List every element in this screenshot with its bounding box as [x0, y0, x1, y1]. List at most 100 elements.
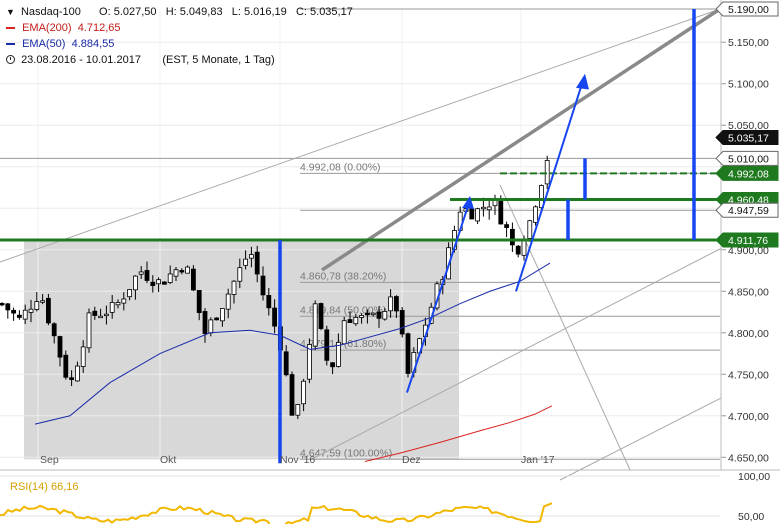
candle-body: [167, 273, 173, 284]
candle-body: [190, 268, 196, 291]
price-tag: [715, 150, 779, 166]
legend-ema50-row: EMA(50) 4.884,55: [6, 36, 353, 52]
clock-icon: [6, 55, 15, 64]
candle-body: [104, 313, 109, 317]
price-tag: [715, 130, 779, 146]
candle-body: [359, 315, 365, 318]
grid: 4.992,08 (0.00%)4.860,78 (38.20%)4.819,8…: [0, 8, 720, 462]
candle-body: [121, 298, 127, 304]
candle-body: [515, 245, 521, 255]
candle-body: [260, 275, 266, 296]
fan-line: [499, 184, 631, 471]
price-tag-label: 5.035,17: [728, 133, 769, 145]
candle-body: [11, 309, 17, 314]
candle-body: [40, 300, 45, 303]
candle-body: [219, 308, 225, 322]
ema200-line: [364, 405, 553, 462]
candle-body: [301, 380, 307, 405]
candle-body: [486, 206, 492, 211]
projection-arrows: [278, 9, 696, 464]
channel-upper-thin: [0, 8, 721, 263]
candle-body: [63, 354, 69, 378]
candle-body: [34, 301, 40, 310]
arrow-up-right: [515, 83, 583, 292]
x-tick-label: Sep: [40, 454, 59, 466]
candle-body: [498, 201, 504, 225]
x-tick-label: Jan '17: [521, 454, 555, 466]
candle-body: [335, 341, 341, 367]
price-tag-label: 4.911,76: [728, 235, 768, 247]
x-tick-label: Nov '16: [280, 454, 315, 466]
candle-body: [388, 296, 394, 312]
price-tag: [715, 202, 779, 218]
candle-body: [254, 251, 260, 275]
candle-body: [225, 293, 231, 310]
candle-body: [69, 377, 74, 380]
candle-body: [51, 323, 57, 337]
candle-body: [324, 329, 330, 361]
candle-body: [57, 336, 63, 358]
chevron-down-icon[interactable]: ▼: [6, 7, 15, 17]
y-tick-label: 4.750,00: [728, 369, 769, 381]
candle-body: [347, 319, 353, 323]
candle-body: [480, 206, 486, 210]
candle-body: [539, 185, 544, 209]
candle-body: [161, 281, 167, 285]
ema50-swatch-icon: [6, 43, 15, 46]
candle-body: [509, 228, 515, 246]
price-tag-label: 4.947,59: [728, 205, 769, 217]
candle-body: [266, 295, 272, 309]
arrowhead-right: [576, 73, 589, 90]
candle-body: [399, 310, 405, 335]
candle-body: [22, 309, 28, 320]
y-tick-label: 4.700,00: [728, 411, 769, 423]
candle-body: [544, 160, 550, 185]
candle-body: [492, 200, 498, 207]
rsi-label: RSI(14) 66,16: [10, 481, 78, 493]
candle-body: [80, 346, 86, 367]
candle-body: [272, 307, 278, 327]
candle-body: [109, 302, 115, 313]
price-tag-label: 5.190,00: [728, 4, 769, 16]
candle-body: [289, 374, 295, 416]
x-axis: Sep Okt Nov '16 Dez Jan '17: [40, 454, 555, 466]
candle-body: [295, 404, 301, 416]
candle-body: [46, 297, 51, 324]
candle-body: [28, 308, 34, 313]
candle-body: [370, 312, 376, 316]
candle-body: [156, 279, 162, 285]
candle-body: [405, 333, 411, 374]
ema50-line: [34, 262, 551, 425]
price-tag: [715, 232, 779, 248]
arrowhead-left: [462, 195, 474, 209]
fib-label: 4.860,78 (38.20%): [300, 270, 386, 282]
price-tag-label: 4.992,08: [728, 168, 769, 180]
candle-body: [75, 365, 80, 382]
candle-body: [179, 270, 185, 273]
y-tick-label: 4.800,00: [728, 328, 769, 340]
rsi-tick-label: 100,00: [738, 471, 770, 483]
chart-legend: ▼ Nasdaq-100 O: 5.027,50 H: 5.049,83 L: …: [6, 4, 353, 68]
candle-body: [364, 312, 370, 316]
rsi-tick-label: 50,00: [738, 511, 764, 523]
candle-body: [86, 312, 92, 349]
legend-period-row: 23.08.2016 - 10.01.2017 (EST, 5 Monate, …: [6, 52, 353, 68]
candle-body: [16, 314, 22, 318]
instrument-name: Nasdaq-100: [20, 6, 81, 18]
ema-lines: [34, 262, 553, 462]
candle-body: [0, 303, 5, 306]
candle-body: [382, 310, 388, 320]
candle-body: [231, 280, 237, 295]
arrow-up-left: [406, 199, 471, 393]
candle-body: [306, 344, 312, 380]
candle-body: [527, 220, 533, 239]
fib-label: 4.647,59 (100.00%): [300, 447, 392, 459]
candle-body: [98, 315, 103, 319]
candle-body: [283, 351, 289, 376]
legend-ohlc-row: ▼ Nasdaq-100 O: 5.027,50 H: 5.049,83 L: …: [6, 4, 353, 20]
candle-body: [237, 267, 243, 282]
candle-body: [504, 224, 510, 228]
candle-body: [127, 289, 132, 298]
y-tick-label: 5.150,00: [728, 37, 769, 49]
candle-body: [208, 319, 214, 334]
